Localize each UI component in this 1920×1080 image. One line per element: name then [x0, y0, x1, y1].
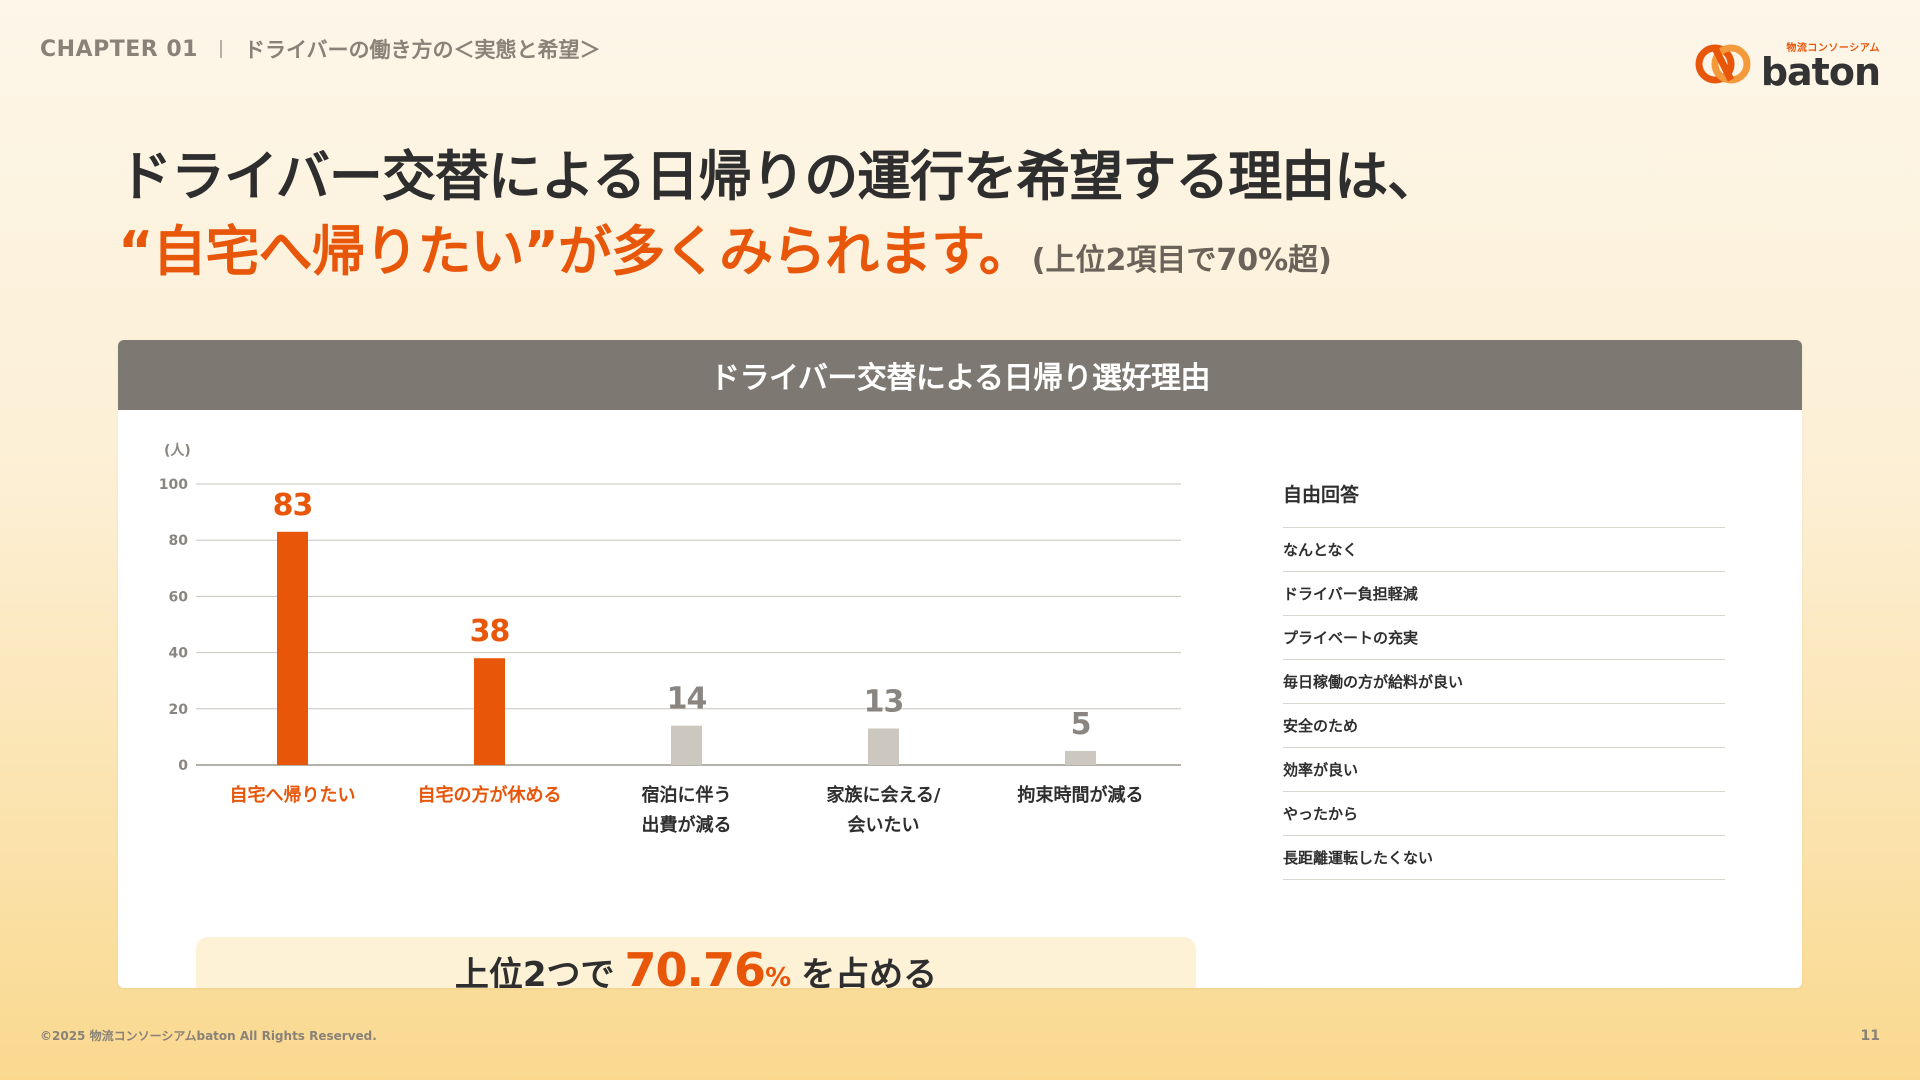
- bar: [277, 531, 308, 765]
- logo-subtitle: 物流コンソーシアム: [1786, 42, 1880, 54]
- free-answers-title: 自由回答: [1283, 480, 1725, 528]
- data-label: 38: [470, 614, 510, 649]
- headline-line-1: ドライバー交替による日帰りの運行を希望する理由は、: [118, 145, 1441, 208]
- free-answer-item: 安全のため: [1283, 704, 1725, 748]
- free-answers: 自由回答 なんとなく ドライバー負担軽減 プライベートの充実 毎日稼働の方が給料…: [1283, 480, 1725, 880]
- headline-line-2: “自宅へ帰りたい”が多くみられます。(上位2項目で70%超): [118, 212, 1440, 301]
- summary-box: 上位2つで 70.76% を占める: [196, 937, 1196, 988]
- copyright: ©2025 物流コンソーシアムbaton All Rights Reserved…: [40, 1029, 377, 1043]
- x-tick-label: 宿泊に伴う: [642, 784, 732, 806]
- y-tick-label: 40: [169, 646, 189, 662]
- chart-area: (人) 0 20 40 60 80 100 83 自宅へ帰りたい 38 自宅の方が休める 14 宿泊に伴…: [118, 410, 1218, 988]
- y-tick-label: 80: [169, 533, 189, 549]
- free-answer-item: なんとなく: [1283, 528, 1725, 572]
- chart-panel: ドライバー交替による日帰り選好理由 (人) 0 20 40 60 80 100 83 自宅へ帰り…: [118, 340, 1802, 988]
- header-divider: [219, 40, 222, 58]
- data-label: 14: [667, 682, 707, 717]
- x-tick-label: 会いたい: [848, 814, 920, 836]
- y-tick-label: 0: [178, 758, 188, 774]
- free-answer-item: ドライバー負担軽減: [1283, 572, 1725, 616]
- header-bar: CHAPTER 01 ドライバーの働き方の＜実態と希望＞: [40, 34, 601, 64]
- page-number: 11: [1860, 1028, 1880, 1044]
- y-tick-label: 60: [169, 589, 189, 605]
- data-label: 13: [864, 684, 904, 719]
- logo-wordmark: baton: [1760, 49, 1881, 94]
- x-tick-label: 自宅へ帰りたい: [230, 784, 356, 806]
- x-tick-label: 拘束時間が減る: [1018, 784, 1144, 806]
- summary-suffix: を占める: [801, 955, 938, 988]
- free-answer-item: 効率が良い: [1283, 748, 1725, 792]
- headline-note: (上位2項目で70%超): [1031, 243, 1332, 278]
- x-tick-label: 家族に会える/: [826, 784, 940, 806]
- bar: [868, 728, 899, 765]
- y-axis-label: (人): [164, 442, 191, 459]
- baton-logo-icon: [1695, 44, 1751, 84]
- y-tick-label: 20: [169, 702, 189, 718]
- data-label: 5: [1071, 707, 1091, 742]
- y-tick-label: 100: [159, 477, 188, 493]
- bar: [474, 658, 505, 765]
- bar: [671, 725, 702, 765]
- summary-unit: %: [765, 963, 792, 988]
- x-tick-label: 出費が減る: [642, 814, 732, 836]
- summary-value-group: 70.76%: [625, 943, 792, 988]
- bar: [1065, 750, 1096, 765]
- summary-prefix: 上位2つで: [454, 955, 615, 988]
- headline: ドライバー交替による日帰りの運行を希望する理由は、 “自宅へ帰りたい”が多くみら…: [118, 142, 1441, 301]
- headline-emphasis: “自宅へ帰りたい”が多くみられます。: [118, 220, 1033, 283]
- section-title: ドライバーの働き方の＜実態と希望＞: [243, 38, 601, 62]
- panel-title: ドライバー交替による日帰り選好理由: [118, 340, 1802, 410]
- free-answer-item: やったから: [1283, 792, 1725, 836]
- x-tick-label: 自宅の方が休める: [418, 784, 562, 806]
- chapter-label: CHAPTER 01: [40, 36, 198, 62]
- free-answer-item: プライベートの充実: [1283, 616, 1725, 660]
- bar-chart: (人) 0 20 40 60 80 100 83 自宅へ帰りたい 38 自宅の方が休める 14 宿泊に伴…: [159, 442, 1181, 836]
- summary-value: 70.76: [624, 943, 767, 988]
- free-answer-item: 長距離運転したくない: [1283, 836, 1725, 880]
- logo: 物流コンソーシアム baton: [1693, 36, 1881, 94]
- data-label: 83: [273, 488, 313, 523]
- free-answer-item: 毎日稼働の方が給料が良い: [1283, 660, 1725, 704]
